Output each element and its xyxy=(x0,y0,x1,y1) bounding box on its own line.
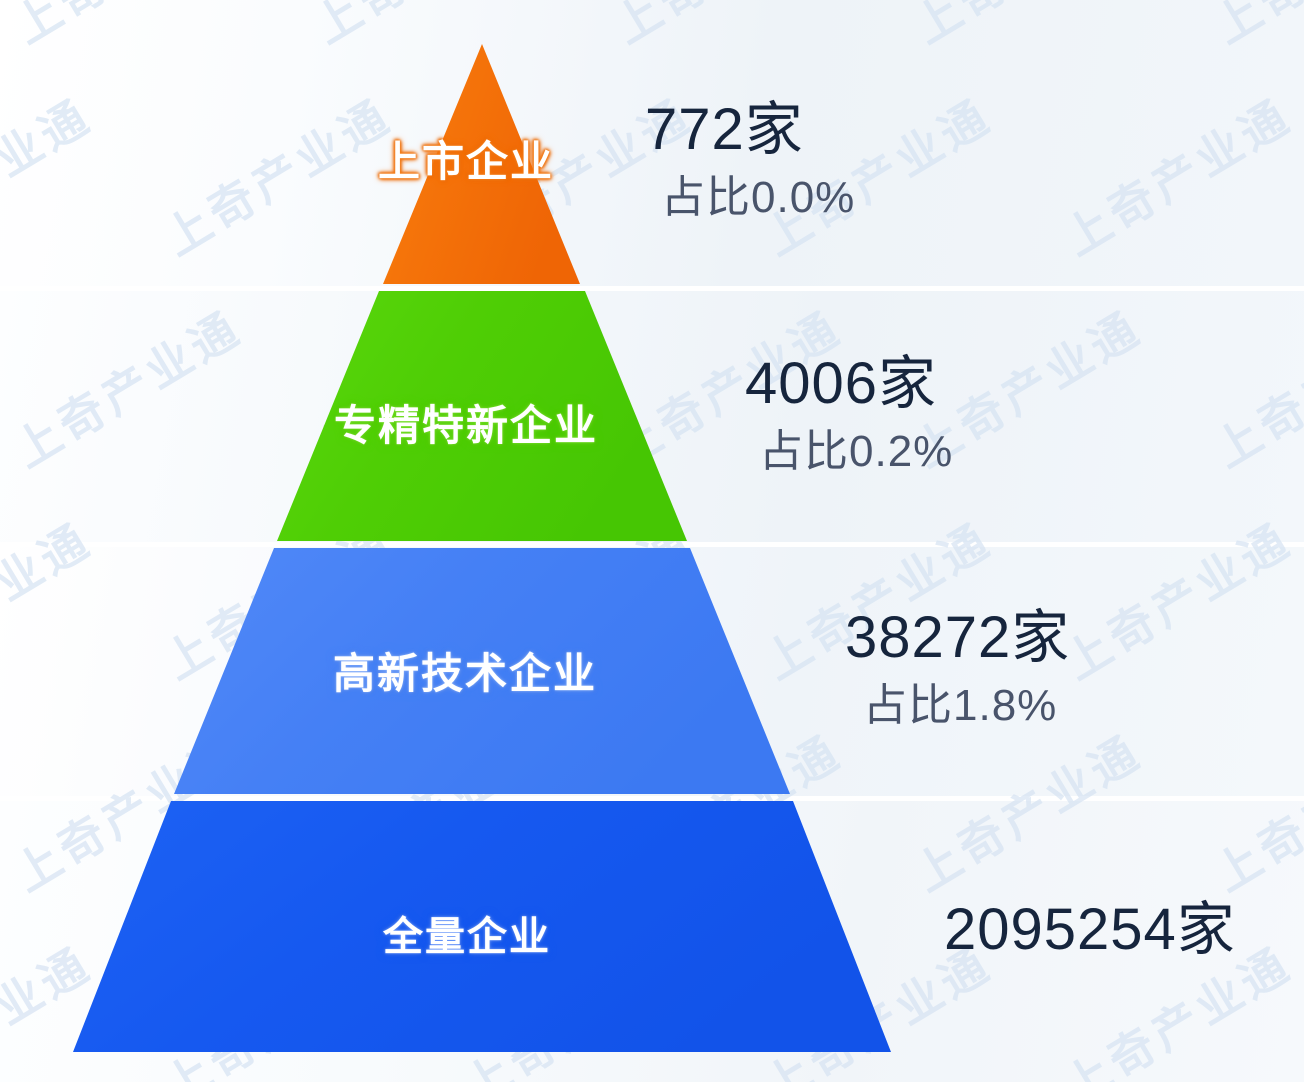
count-value-all: 2095254家 xyxy=(944,897,1236,962)
share-value-hightech: 占比1.8% xyxy=(863,681,1058,731)
pyramid-tier-all[interactable] xyxy=(73,801,891,1052)
pyramid-tier-specialized[interactable] xyxy=(277,291,687,541)
background-band-tier-1 xyxy=(0,0,1304,286)
share-value-specialized: 占比0.2% xyxy=(759,427,954,477)
tier-label-specialized: 专精特新企业 xyxy=(334,402,599,449)
value-block-listed: 772家 占比0.0% xyxy=(645,100,855,221)
value-block-all: 2095254家 xyxy=(944,900,1236,959)
count-value-hightech: 38272家 xyxy=(845,605,1071,670)
pyramid-tier-listed[interactable] xyxy=(383,44,580,284)
share-value-listed: 占比0.0% xyxy=(661,173,856,223)
band-divider-1 xyxy=(0,286,1304,291)
value-block-specialized: 4006家 占比0.2% xyxy=(745,354,953,475)
pyramid-tier-hightech[interactable] xyxy=(174,548,790,794)
tier-label-hightech: 高新技术企业 xyxy=(333,650,598,697)
count-value-specialized: 4006家 xyxy=(745,351,938,416)
band-divider-2 xyxy=(0,542,1304,547)
band-divider-3 xyxy=(0,796,1304,801)
tier-label-all: 全量企业 xyxy=(383,915,551,959)
count-value-listed: 772家 xyxy=(645,97,804,162)
value-block-hightech: 38272家 占比1.8% xyxy=(845,608,1070,729)
tier-label-listed: 上市企业 xyxy=(378,138,555,185)
